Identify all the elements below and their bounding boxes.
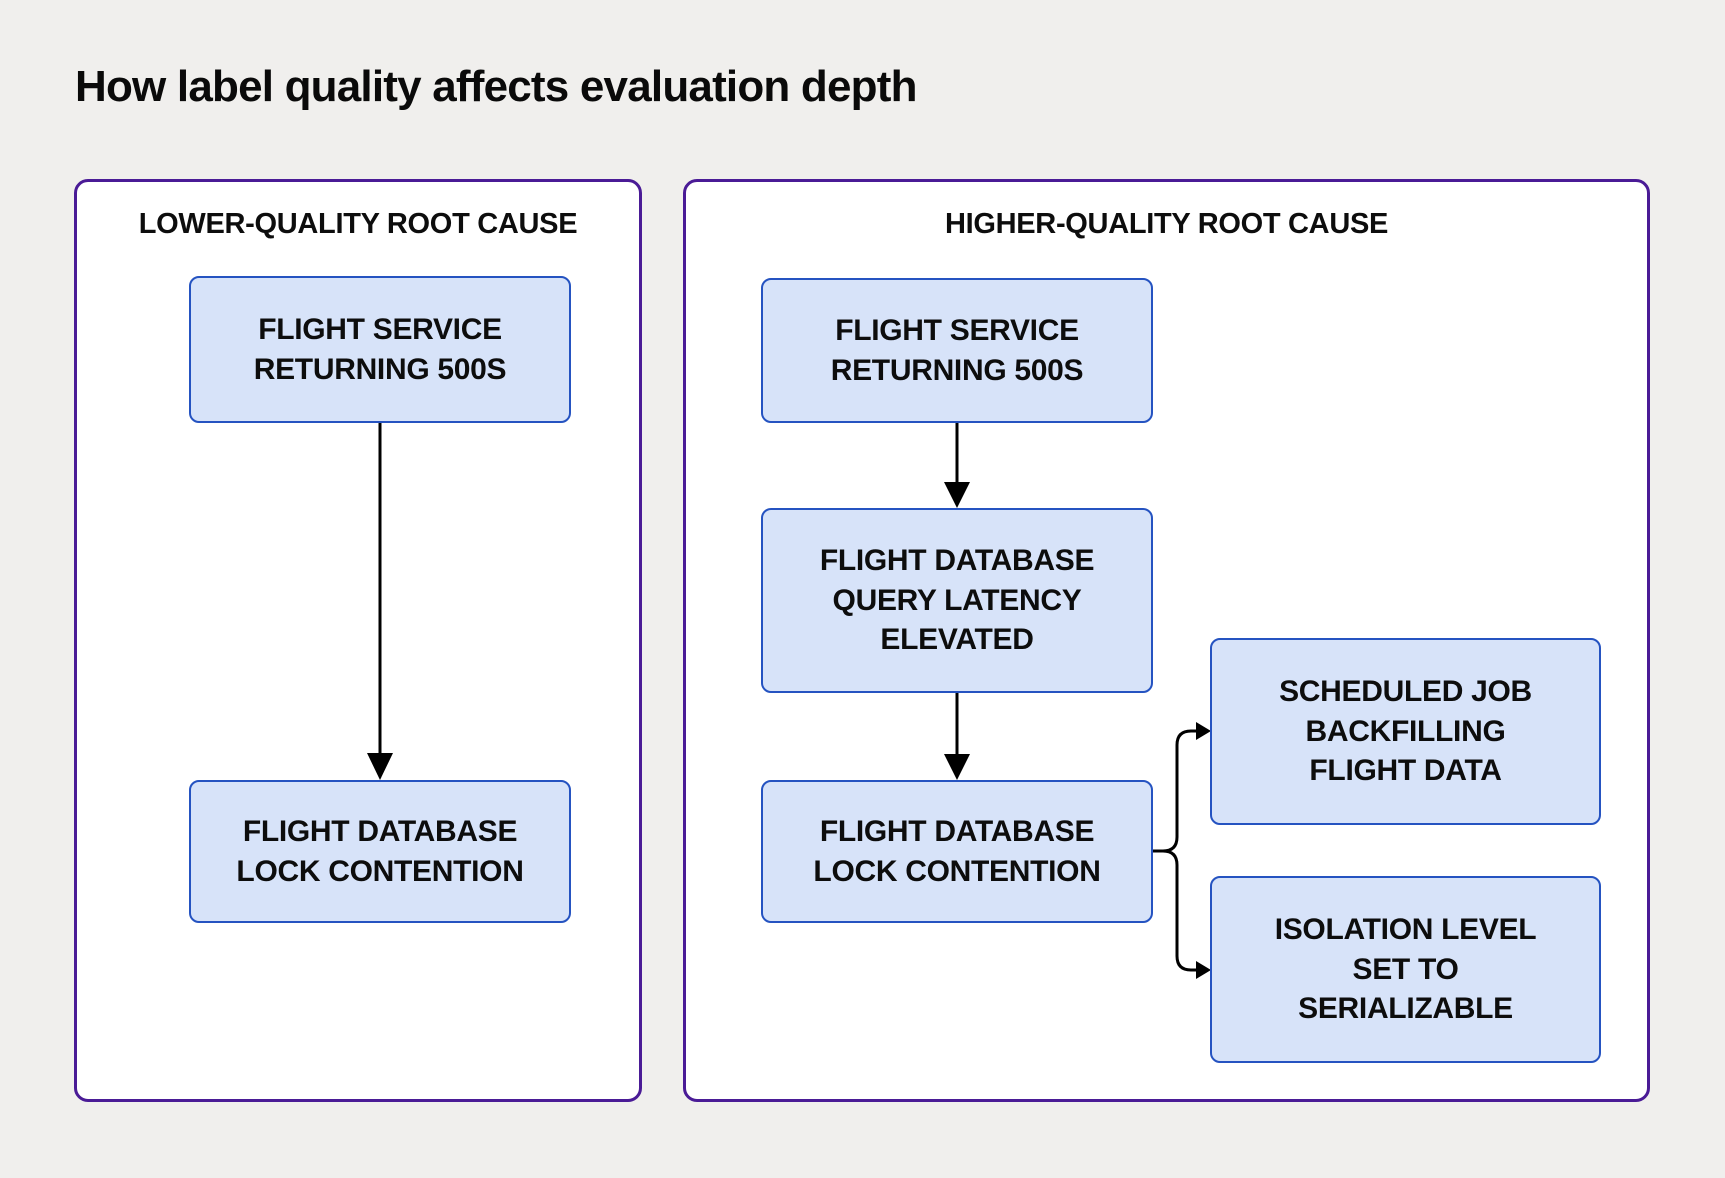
down-arrow-connector: [944, 693, 970, 780]
node-isolation-level-serializable: ISOLATION LEVEL SET TO SERIALIZABLE: [1210, 876, 1601, 1063]
down-arrow-connector: [367, 423, 393, 780]
node-flight-service-500s: FLIGHT SERVICE RETURNING 500S: [761, 278, 1153, 423]
panel-lower-quality-header: LOWER-QUALITY ROOT CAUSE: [138, 208, 578, 240]
panel-higher-quality: HIGHER-QUALITY ROOT CAUSE FLIGHT SERVICE…: [683, 179, 1650, 1102]
node-flight-db-lock-contention: FLIGHT DATABASE LOCK CONTENTION: [189, 780, 571, 923]
node-scheduled-job-backfilling: SCHEDULED JOB BACKFILLING FLIGHT DATA: [1210, 638, 1601, 825]
panel-lower-quality: LOWER-QUALITY ROOT CAUSE FLIGHT SERVICE …: [74, 179, 642, 1102]
branch-connector: [1153, 722, 1211, 979]
node-flight-db-lock-contention: FLIGHT DATABASE LOCK CONTENTION: [761, 780, 1153, 923]
node-flight-db-query-latency: FLIGHT DATABASE QUERY LATENCY ELEVATED: [761, 508, 1153, 693]
down-arrow-connector: [944, 423, 970, 508]
page-title: How label quality affects evaluation dep…: [75, 62, 917, 111]
node-flight-service-500s: FLIGHT SERVICE RETURNING 500S: [189, 276, 571, 423]
panel-higher-quality-header: HIGHER-QUALITY ROOT CAUSE: [944, 208, 1389, 240]
